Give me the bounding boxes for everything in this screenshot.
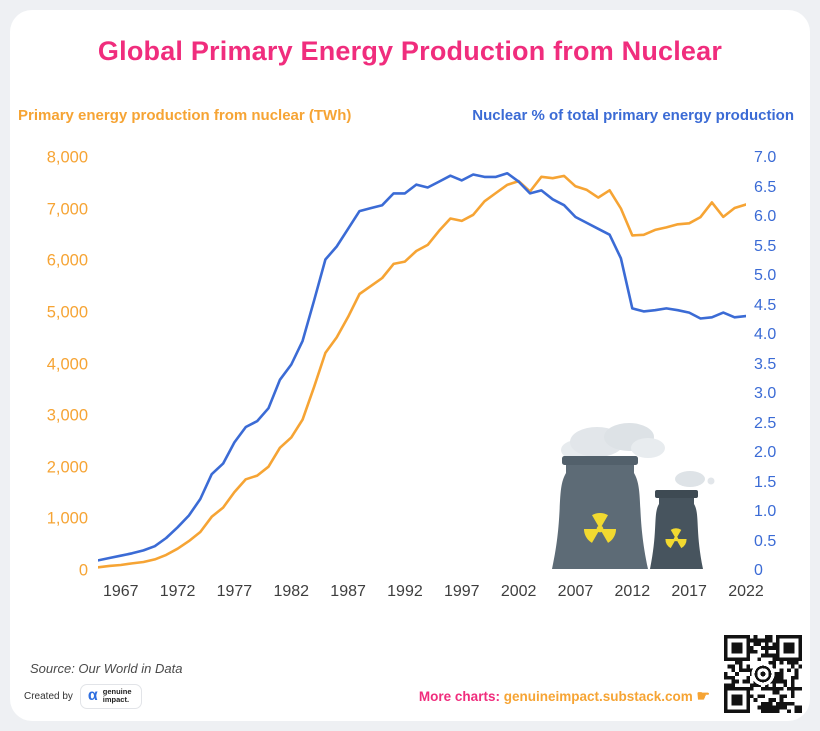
x-axis-tick: 2022 bbox=[728, 583, 764, 600]
right-axis-label: Nuclear % of total primary energy produc… bbox=[472, 107, 794, 124]
right-axis-tick: 3.0 bbox=[754, 385, 777, 402]
radiation-symbol bbox=[582, 512, 618, 544]
pointer-hand-icon: ☛ bbox=[696, 688, 710, 706]
tower-rim-small bbox=[655, 490, 698, 498]
radiation-symbol bbox=[664, 528, 688, 549]
right-axis-tick: 1.5 bbox=[754, 473, 777, 491]
right-axis-tick: 1.0 bbox=[754, 503, 777, 520]
genuine-impact-logo[interactable]: α genuine impact. bbox=[79, 683, 142, 709]
x-axis-ticks: 1967 1972 1977 1982 1987 1992 1997 2002 2007 2012… bbox=[98, 581, 764, 607]
smoke-puff bbox=[707, 477, 715, 485]
x-axis-tick: 1992 bbox=[387, 583, 423, 600]
smoke-cloud-small bbox=[675, 471, 705, 487]
tower-rim-large bbox=[562, 456, 638, 465]
right-axis-tick: 5.0 bbox=[754, 267, 777, 284]
footer-row: Created by α genuine impact. More charts… bbox=[24, 683, 796, 709]
left-axis-tick: 8,000 bbox=[46, 148, 88, 167]
series-line-left bbox=[98, 174, 746, 569]
more-charts-label: More charts: bbox=[418, 689, 500, 705]
logo-text: genuine impact. bbox=[102, 686, 132, 705]
right-axis-tick: 2.5 bbox=[754, 414, 777, 432]
left-axis-tick: 0 bbox=[78, 561, 88, 580]
more-charts: More charts: genuineimpact.substack.com … bbox=[419, 687, 710, 705]
created-by: Created by α genuine impact. bbox=[24, 683, 142, 709]
x-axis-tick: 2007 bbox=[557, 583, 594, 600]
logo-alpha-icon: α bbox=[87, 687, 98, 705]
x-axis-tick: 1987 bbox=[330, 583, 366, 600]
left-axis-tick: 7,000 bbox=[46, 200, 88, 219]
left-axis-tick: 2,000 bbox=[46, 458, 88, 477]
plot-area bbox=[98, 158, 746, 571]
right-axis-tick: 4.5 bbox=[754, 296, 777, 314]
right-axis-tick: 3.5 bbox=[754, 355, 777, 373]
logo-text-line2: impact. bbox=[102, 695, 130, 705]
x-axis-tick: 1977 bbox=[216, 583, 253, 600]
x-axis-tick: 1972 bbox=[159, 583, 196, 600]
source-note: Source: Our World in Data bbox=[30, 661, 183, 676]
series-line-right bbox=[98, 172, 746, 562]
left-axis-tick: 1,000 bbox=[46, 509, 88, 528]
right-axis-tick: 2.0 bbox=[754, 444, 777, 461]
nuclear-plant-illustration bbox=[552, 423, 715, 569]
logo-text-line1: genuine bbox=[102, 686, 132, 696]
right-axis-ticks: 7.0 6.5 6.0 5.5 5.0 4.5 4.0 3.5 3.0 2.5 2.0 1.5 1.0 0… bbox=[746, 149, 810, 579]
right-axis-tick: 5.5 bbox=[754, 237, 777, 255]
x-axis-tick: 1967 bbox=[102, 583, 139, 600]
left-axis-label: Primary energy production from nuclear (… bbox=[18, 107, 352, 124]
created-by-label: Created by bbox=[24, 690, 73, 702]
left-axis-tick: 4,000 bbox=[46, 355, 88, 373]
right-axis-tick: 0.5 bbox=[754, 532, 777, 550]
smoke-cloud bbox=[631, 438, 665, 458]
qr-code bbox=[724, 635, 802, 713]
right-axis-tick: 6.0 bbox=[754, 208, 777, 225]
chart-area: 8,000 7,000 6,000 5,000 4,000 3,000 2,000 1,000… bbox=[22, 149, 810, 580]
x-axis-tick: 2002 bbox=[500, 583, 537, 600]
left-axis-ticks: 8,000 7,000 6,000 5,000 4,000 3,000 2,000 1,000… bbox=[22, 149, 98, 580]
more-charts-link[interactable]: genuineimpact.substack.com bbox=[503, 689, 693, 705]
right-axis-tick: 4.0 bbox=[754, 326, 777, 343]
chart-title: Global Primary Energy Production from Nu… bbox=[97, 36, 723, 66]
right-axis-tick: 6.5 bbox=[754, 178, 777, 196]
axis-labels-row: Primary energy production from nuclear (… bbox=[18, 107, 794, 124]
right-axis-tick: 7.0 bbox=[754, 149, 777, 166]
x-axis-tick: 1982 bbox=[273, 583, 310, 600]
x-axis-tick: 2017 bbox=[671, 583, 707, 600]
line-chart bbox=[98, 172, 746, 569]
right-axis-tick: 0 bbox=[754, 562, 763, 579]
chart-card: Global Primary Energy Production from Nu… bbox=[10, 10, 810, 721]
left-axis-tick: 6,000 bbox=[46, 251, 88, 270]
left-axis-tick: 5,000 bbox=[46, 303, 88, 322]
x-axis-tick: 2012 bbox=[614, 583, 651, 600]
x-axis-tick: 1997 bbox=[443, 583, 480, 600]
left-axis-tick: 3,000 bbox=[46, 406, 88, 425]
